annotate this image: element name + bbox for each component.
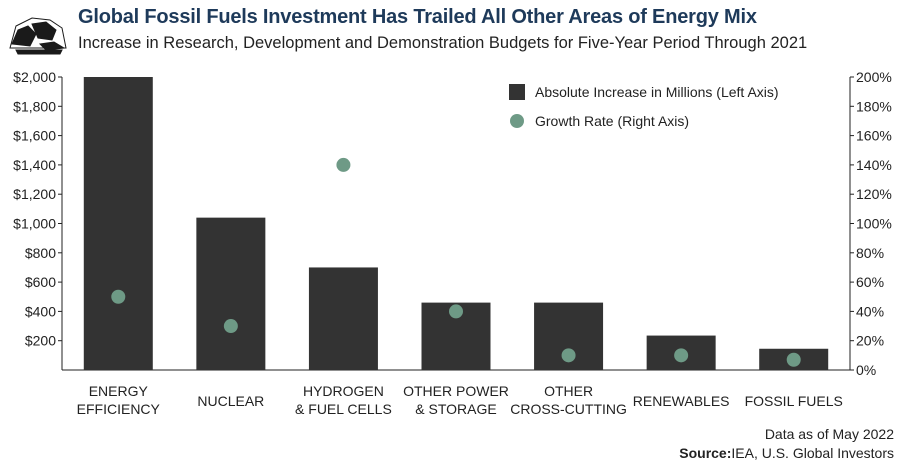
left-axis-tick-label: $200 xyxy=(25,333,56,349)
left-axis-tick-label: $1,200 xyxy=(13,186,56,202)
right-axis-tick-label: 20% xyxy=(856,333,884,349)
left-axis-tick-label: $1,600 xyxy=(13,128,56,144)
left-axis-tick-label: $800 xyxy=(25,245,56,261)
x-axis-category-label: CROSS-CUTTING xyxy=(510,401,627,417)
right-axis-tick-label: 140% xyxy=(856,157,892,173)
right-axis-tick-label: 40% xyxy=(856,303,884,319)
left-axis-tick-label: $2,000 xyxy=(13,69,56,85)
growth-rate-point xyxy=(336,157,351,172)
growth-rate-point xyxy=(786,352,801,367)
legend-bar-label: Absolute Increase in Millions (Left Axis… xyxy=(535,84,779,100)
right-axis-tick-label: 0% xyxy=(856,362,876,378)
x-axis-category-label: RENEWABLES xyxy=(633,393,730,409)
us-global-investors-logo xyxy=(9,17,67,55)
right-axis-tick-label: 100% xyxy=(856,216,892,232)
right-axis-tick-label: 180% xyxy=(856,98,892,114)
growth-rate-point xyxy=(223,319,238,334)
right-axis-tick-label: 80% xyxy=(856,245,884,261)
x-axis-category-label: ENERGY xyxy=(89,383,149,399)
growth-rate-point xyxy=(561,348,576,363)
left-axis-tick-label: $1,000 xyxy=(13,216,56,232)
x-axis-category-label: & STORAGE xyxy=(415,401,496,417)
left-axis-tick-label: $400 xyxy=(25,303,56,319)
right-axis-tick-label: 120% xyxy=(856,186,892,202)
left-axis-tick-label: $1,800 xyxy=(13,98,56,114)
x-axis-category-label: OTHER xyxy=(544,383,593,399)
x-axis-category-label: & FUEL CELLS xyxy=(295,401,392,417)
legend-dot-swatch xyxy=(510,114,524,128)
x-axis-category-label: EFFICIENCY xyxy=(77,401,161,417)
source-text: IEA, U.S. Global Investors xyxy=(731,445,894,461)
source-label: Source: xyxy=(679,445,732,461)
source-note: Source:IEA, U.S. Global Investors xyxy=(679,445,894,461)
chart-title: Global Fossil Fuels Investment Has Trail… xyxy=(78,6,757,28)
x-axis-category-label: HYDROGEN xyxy=(303,383,384,399)
x-axis-category-label: FOSSIL FUELS xyxy=(745,393,843,409)
left-axis-tick-label: $1,400 xyxy=(13,157,56,173)
bar xyxy=(196,217,266,370)
data-date-note: Data as of May 2022 xyxy=(764,426,894,442)
right-axis-tick-label: 200% xyxy=(856,69,892,85)
left-axis-tick-label: $600 xyxy=(25,274,56,290)
growth-rate-point xyxy=(674,348,689,363)
x-axis-category-label: NUCLEAR xyxy=(197,393,264,409)
growth-rate-point xyxy=(449,304,463,319)
bar xyxy=(308,267,378,370)
right-axis-tick-label: 160% xyxy=(856,128,892,144)
legend-bar-swatch xyxy=(509,84,525,100)
x-axis-category-label: OTHER POWER xyxy=(403,383,509,399)
growth-rate-point xyxy=(111,289,126,304)
chart-subtitle: Increase in Research, Development and De… xyxy=(78,34,808,52)
bar xyxy=(83,77,153,370)
legend-dot-label: Growth Rate (Right Axis) xyxy=(535,113,689,129)
right-axis-tick-label: 60% xyxy=(856,274,884,290)
